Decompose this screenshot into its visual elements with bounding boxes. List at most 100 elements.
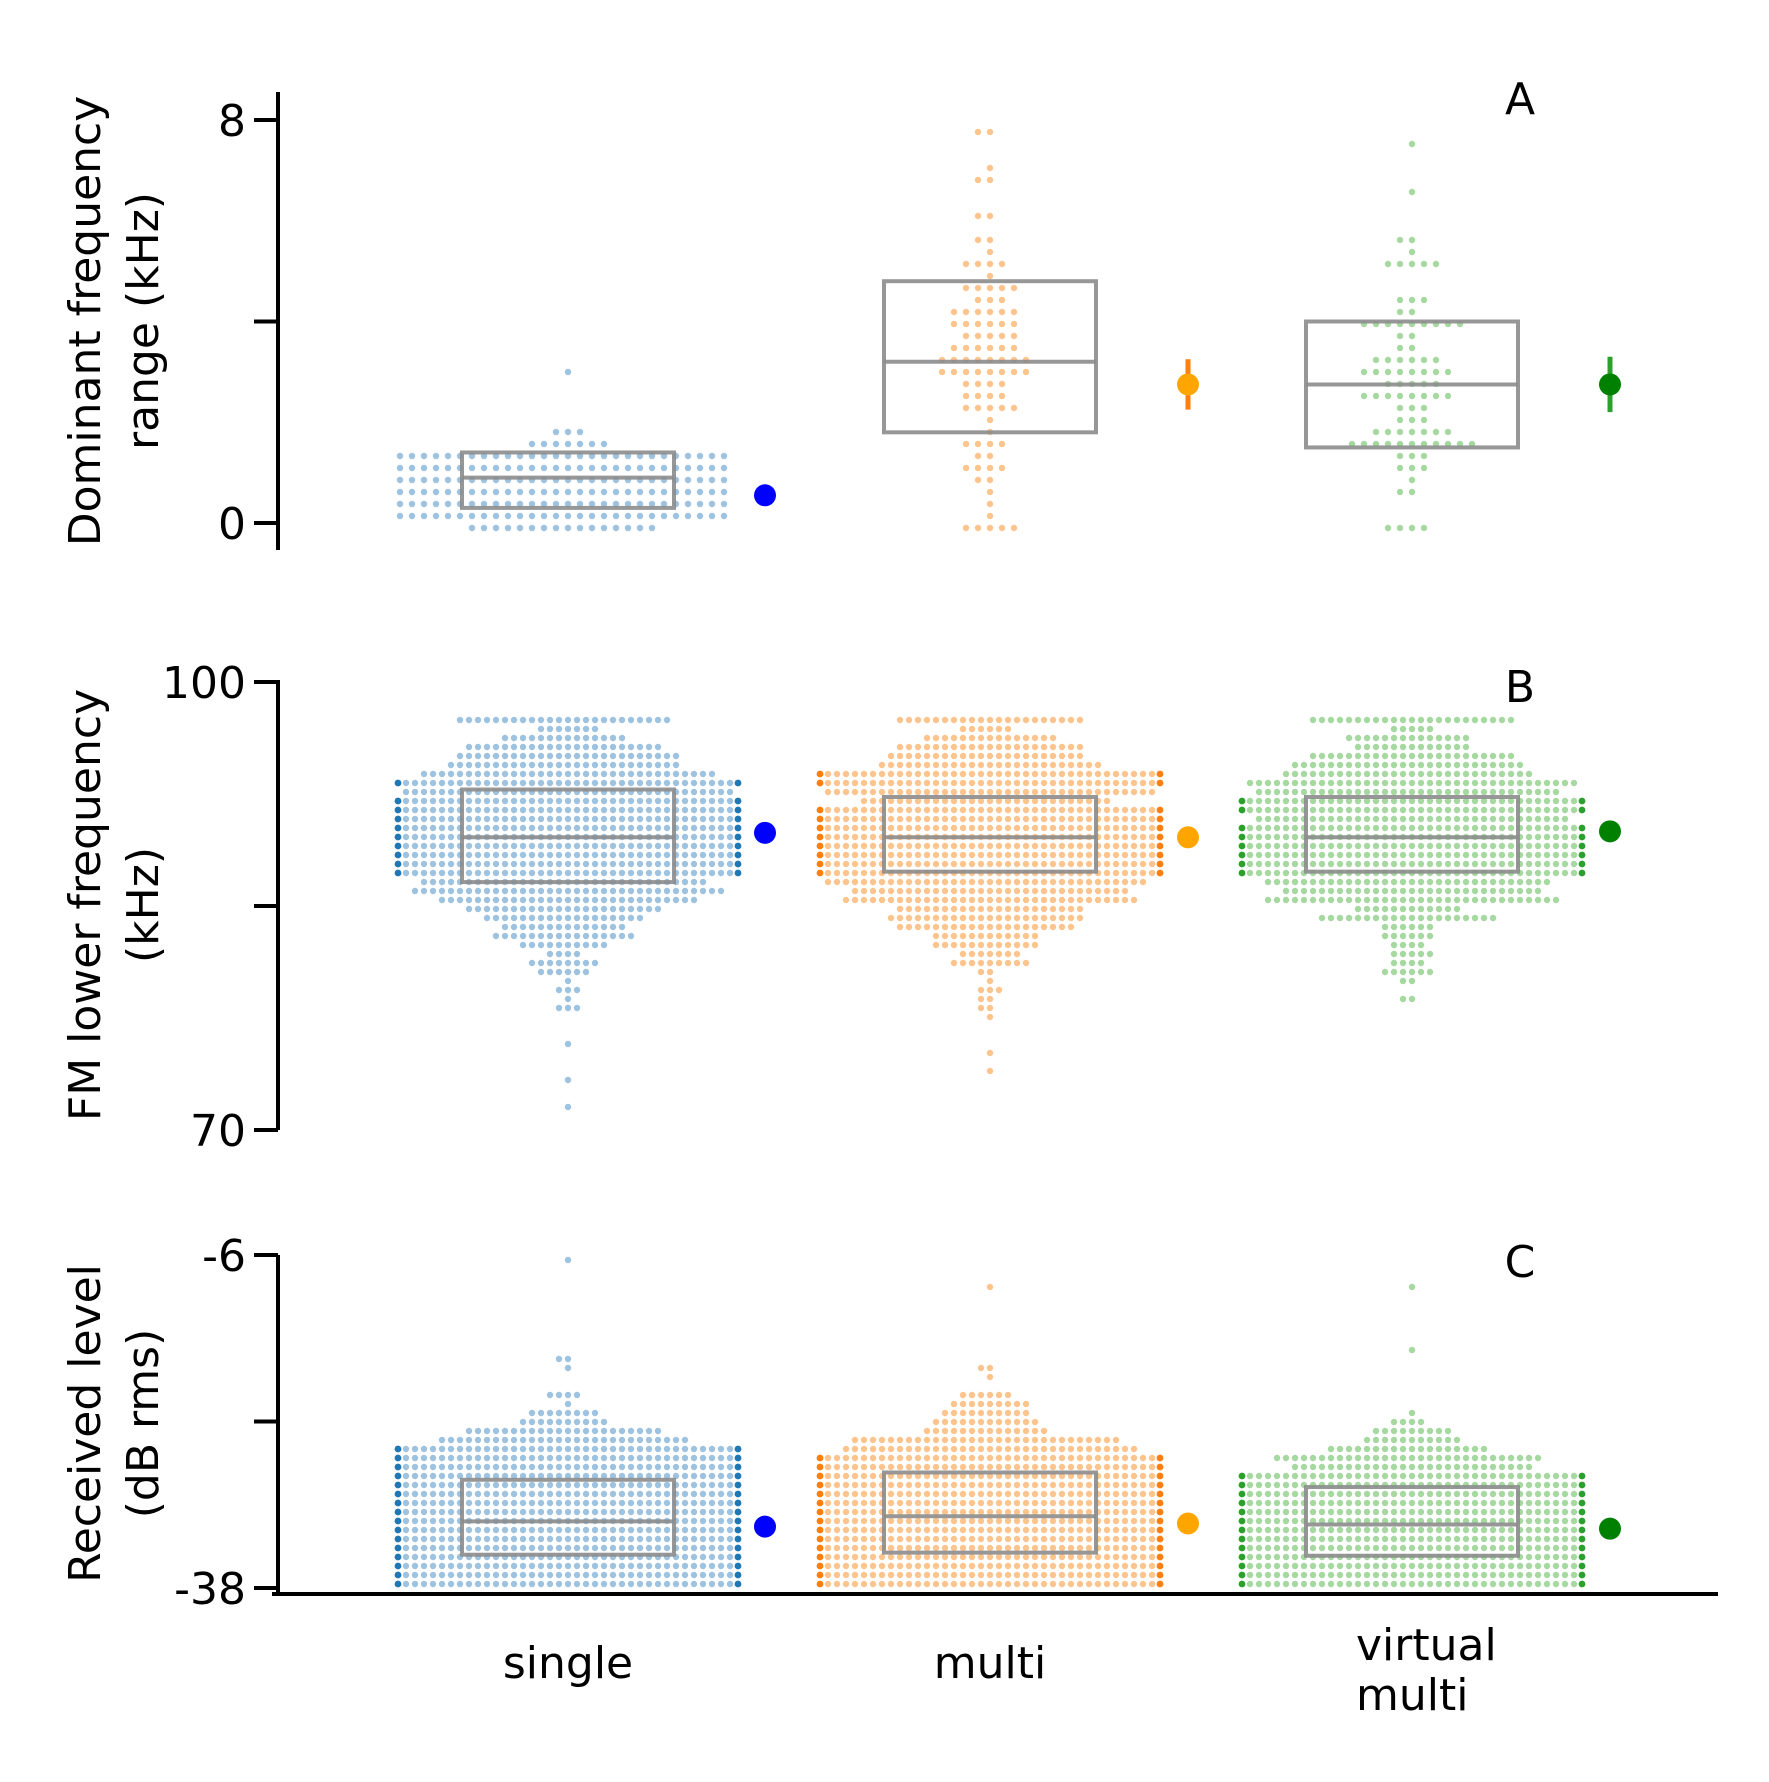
swarm-point (618, 842, 626, 850)
swarm-point (654, 851, 662, 859)
swarm-point (1103, 896, 1111, 904)
swarm-point (636, 797, 644, 805)
swarm-point (1130, 1445, 1138, 1453)
swarm-point (1013, 1544, 1021, 1552)
swarm-point (501, 1562, 509, 1570)
swarm-point (1462, 734, 1470, 742)
swarm-point (1004, 725, 1012, 733)
swarm-point (447, 887, 455, 895)
swarm-point (842, 1517, 850, 1525)
swarm-point (1112, 1535, 1120, 1543)
swarm-point (1372, 1580, 1380, 1588)
swarm-point (1426, 1427, 1434, 1435)
swarm-point (1022, 788, 1030, 796)
swarm-point (1067, 1562, 1075, 1570)
swarm-point (510, 869, 518, 877)
swarm-point (932, 842, 940, 850)
swarm-point (1399, 1499, 1407, 1507)
swarm-point (1444, 1490, 1452, 1498)
swarm-point (699, 860, 707, 868)
swarm-point (1471, 1580, 1479, 1588)
swarm-point (591, 1436, 599, 1444)
swarm-point (429, 1454, 437, 1462)
swarm-point (1049, 824, 1057, 832)
swarm-point (1121, 878, 1129, 886)
swarm-point (492, 716, 500, 724)
swarm-point (1390, 770, 1398, 778)
swarm-point (1417, 788, 1425, 796)
swarm-point (591, 959, 599, 967)
swarm-point (1417, 1499, 1425, 1507)
swarm-point (1354, 1571, 1362, 1579)
swarm-point (923, 824, 931, 832)
swarm-point (941, 815, 949, 823)
swarm-point (950, 905, 958, 913)
swarm-point (624, 464, 632, 472)
swarm-point (1309, 887, 1317, 895)
swarm-point (905, 842, 913, 850)
swarm-point (1327, 1445, 1335, 1453)
swarm-point (1363, 806, 1371, 814)
swarm-point (717, 806, 725, 814)
swarm-point-overflow (734, 1499, 742, 1507)
swarm-point (986, 968, 994, 976)
swarm-point (887, 1463, 895, 1471)
swarm-point (519, 806, 527, 814)
swarm-point (1139, 1517, 1147, 1525)
swarm-point (1345, 851, 1353, 859)
swarm-multi (938, 128, 1030, 532)
swarm-point (555, 986, 563, 994)
swarm-point (941, 752, 949, 760)
swarm-point (959, 1445, 967, 1453)
swarm-point (501, 824, 509, 832)
swarm-point (1076, 1517, 1084, 1525)
swarm-point (600, 1436, 608, 1444)
swarm-point (717, 1499, 725, 1507)
swarm-point (1022, 1409, 1030, 1417)
swarm-point (932, 1544, 940, 1552)
swarm-point (510, 743, 518, 751)
swarm-point (627, 1427, 635, 1435)
swarm-point (887, 1490, 895, 1498)
swarm-point (1148, 869, 1156, 877)
swarm-point (1489, 815, 1497, 823)
swarm-point (986, 1004, 994, 1012)
swarm-point (1435, 716, 1443, 724)
swarm-point (1255, 842, 1263, 850)
swarm-point (986, 1436, 994, 1444)
swarm-point (1345, 896, 1353, 904)
swarm-point (1022, 860, 1030, 868)
swarm-point (474, 770, 482, 778)
swarm-point (1300, 887, 1308, 895)
swarm-point (932, 815, 940, 823)
swarm-point (1040, 797, 1048, 805)
swarm-point (537, 1418, 545, 1426)
swarm-point (528, 1454, 536, 1462)
swarm-point (923, 1454, 931, 1462)
swarm-point (618, 1427, 626, 1435)
swarm-point (1103, 770, 1111, 778)
swarm-point (411, 1481, 419, 1489)
swarm-point (1291, 1571, 1299, 1579)
swarm-point (429, 833, 437, 841)
swarm-point (1354, 1526, 1362, 1534)
swarm-point (1309, 878, 1317, 886)
swarm-point (986, 932, 994, 940)
swarm-point (645, 896, 653, 904)
swarm-point (555, 752, 563, 760)
swarm-point (1417, 878, 1425, 886)
swarm-point (1507, 797, 1515, 805)
swarm-point (887, 1553, 895, 1561)
swarm-point (708, 779, 716, 787)
swarm-point (636, 500, 644, 508)
swarm-point (1489, 1508, 1497, 1516)
swarm-point (591, 1481, 599, 1489)
swarm-point (474, 1562, 482, 1570)
swarm-point (896, 914, 904, 922)
swarm-point (1489, 752, 1497, 760)
swarm-point (726, 1499, 734, 1507)
swarm-point (1336, 1508, 1344, 1516)
swarm-point (1444, 914, 1452, 922)
swarm-point (914, 878, 922, 886)
swarm-point (1408, 1562, 1416, 1570)
